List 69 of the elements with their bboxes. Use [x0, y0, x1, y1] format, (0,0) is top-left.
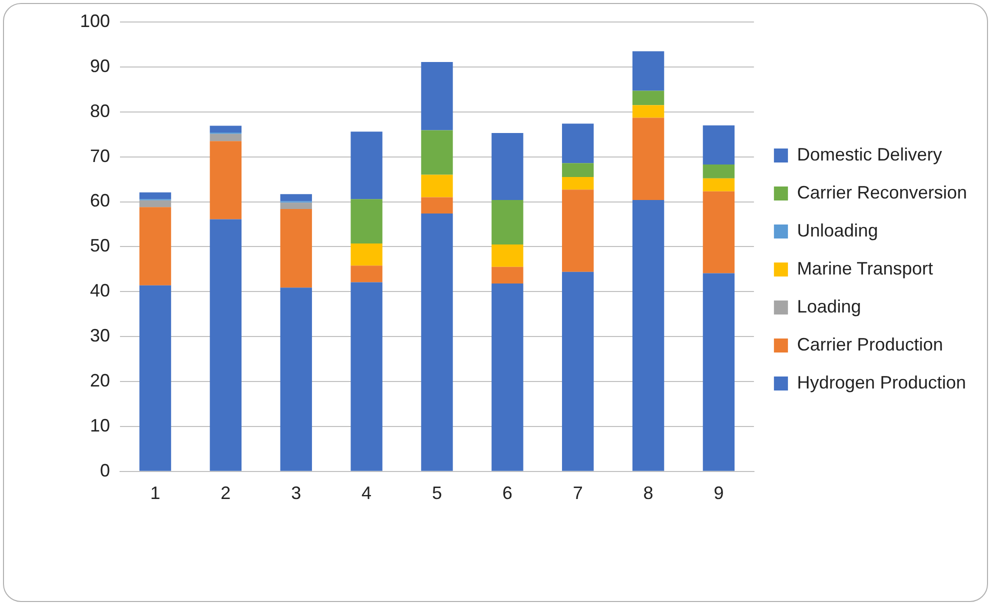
bar	[280, 288, 312, 471]
y-tick-label: 60	[90, 190, 110, 211]
bar	[562, 177, 594, 190]
bar	[562, 272, 594, 471]
bar	[492, 133, 524, 200]
x-tick-label: 1	[150, 483, 160, 504]
x-tick-label: 5	[432, 483, 442, 504]
y-tick-label: 80	[90, 100, 110, 121]
bar	[421, 174, 453, 198]
bar	[139, 207, 172, 286]
x-tick-label: 9	[714, 483, 724, 504]
bar	[280, 208, 312, 288]
bar	[702, 125, 735, 164]
bar	[350, 282, 382, 471]
bar	[421, 130, 453, 175]
bar	[562, 190, 594, 272]
bar	[632, 51, 664, 91]
bar	[350, 244, 382, 266]
legend-label: Carrier Production	[796, 334, 944, 354]
bar	[492, 266, 524, 284]
bar	[350, 266, 382, 282]
bar	[421, 197, 453, 214]
bar	[280, 194, 312, 202]
x-tick-label: 6	[502, 483, 512, 504]
bar	[492, 284, 524, 471]
legend-label: Hydrogen Production	[796, 372, 966, 392]
bar	[632, 200, 664, 471]
y-tick-label: 100	[80, 10, 110, 31]
bar	[139, 192, 172, 200]
y-tick-label: 40	[90, 280, 110, 301]
bar	[421, 213, 453, 471]
bar	[139, 285, 172, 471]
x-tick-label: 2	[220, 483, 231, 504]
bar	[702, 273, 735, 471]
legend-label: Loading	[796, 296, 862, 316]
bar	[562, 124, 594, 164]
bar	[280, 202, 312, 209]
bar	[421, 62, 453, 130]
legend-label: Carrier Reconversion	[796, 182, 968, 202]
bar	[210, 126, 242, 133]
bar	[139, 200, 172, 208]
bar	[702, 191, 735, 274]
x-tick-label: 3	[291, 483, 302, 504]
bar	[350, 132, 382, 200]
bar	[210, 219, 242, 471]
legend-label: Domestic Delivery	[796, 144, 942, 164]
bar	[210, 141, 242, 220]
bar	[632, 118, 664, 200]
x-tick-label: 7	[572, 483, 583, 504]
y-tick-label: 0	[100, 460, 110, 480]
bar	[492, 200, 524, 244]
y-tick-label: 20	[90, 370, 110, 390]
bar	[702, 164, 735, 178]
bar	[350, 199, 382, 244]
legend-label: Unloading	[796, 220, 878, 240]
y-tick-label: 30	[90, 326, 110, 346]
bar	[210, 134, 242, 142]
bar	[632, 90, 664, 106]
legend-label: Marine Transport	[796, 258, 934, 278]
y-tick-label: 10	[90, 415, 110, 436]
bar	[492, 244, 524, 267]
x-tick-label: 4	[362, 483, 372, 504]
x-tick-label: 8	[643, 483, 654, 504]
y-tick-label: 50	[90, 236, 110, 256]
y-tick-label: 70	[90, 146, 110, 166]
bar	[562, 163, 594, 178]
bar	[632, 105, 664, 118]
bar	[702, 178, 735, 192]
y-tick-label: 90	[90, 56, 110, 76]
